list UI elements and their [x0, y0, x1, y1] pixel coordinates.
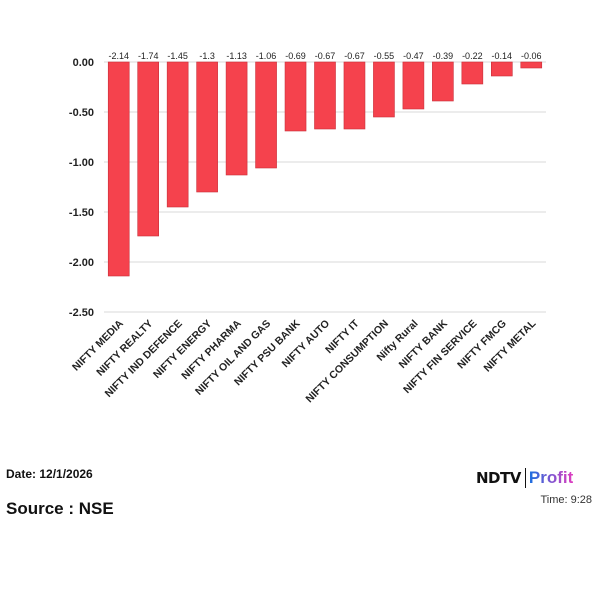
logo-profit: Profit [528, 468, 574, 487]
bar [225, 61, 248, 176]
bar [314, 61, 336, 130]
logo-divider [524, 468, 526, 488]
bar [490, 61, 513, 77]
y-tick-label: -1.00 [69, 157, 94, 169]
time-label: Time: 9:28 [540, 494, 592, 506]
y-tick-label: -2.00 [69, 257, 94, 269]
bar [284, 61, 307, 132]
bar [196, 61, 218, 193]
y-tick-label: -0.50 [69, 107, 94, 119]
data-label: -1.06 [256, 51, 277, 61]
data-label: -0.22 [462, 51, 483, 61]
data-label: -2.14 [108, 51, 129, 61]
data-label: -1.13 [226, 51, 247, 61]
bar [107, 61, 130, 277]
logo-ndtv: NDTV [476, 469, 521, 487]
data-label: -1.74 [138, 51, 159, 61]
data-label: -1.45 [167, 51, 188, 61]
data-label: -0.67 [344, 51, 365, 61]
bar [343, 61, 366, 130]
bar [402, 61, 425, 110]
data-label: -0.14 [492, 51, 513, 61]
data-label: -0.39 [433, 51, 454, 61]
date-label: Date: 12/1/2026 [6, 467, 93, 481]
data-label: -1.3 [199, 51, 215, 61]
y-tick-label: 0.00 [73, 57, 94, 69]
bar [432, 61, 454, 102]
data-label: -0.69 [285, 51, 306, 61]
bar [461, 61, 484, 85]
data-label: -0.06 [521, 51, 542, 61]
data-label: -0.67 [315, 51, 336, 61]
source-label: Source : NSE [6, 499, 114, 518]
bar [166, 61, 189, 208]
x-tick-label: NIFTY METAL [481, 317, 538, 374]
data-label: -0.55 [374, 51, 395, 61]
bar [255, 61, 277, 169]
bar [373, 61, 395, 118]
bar [137, 61, 159, 237]
y-tick-label: -1.50 [69, 207, 94, 219]
bar [520, 61, 543, 69]
data-label: -0.47 [403, 51, 424, 61]
ndtv-profit-logo: NDTV Profit [476, 468, 573, 488]
y-tick-label: -2.50 [69, 307, 94, 319]
